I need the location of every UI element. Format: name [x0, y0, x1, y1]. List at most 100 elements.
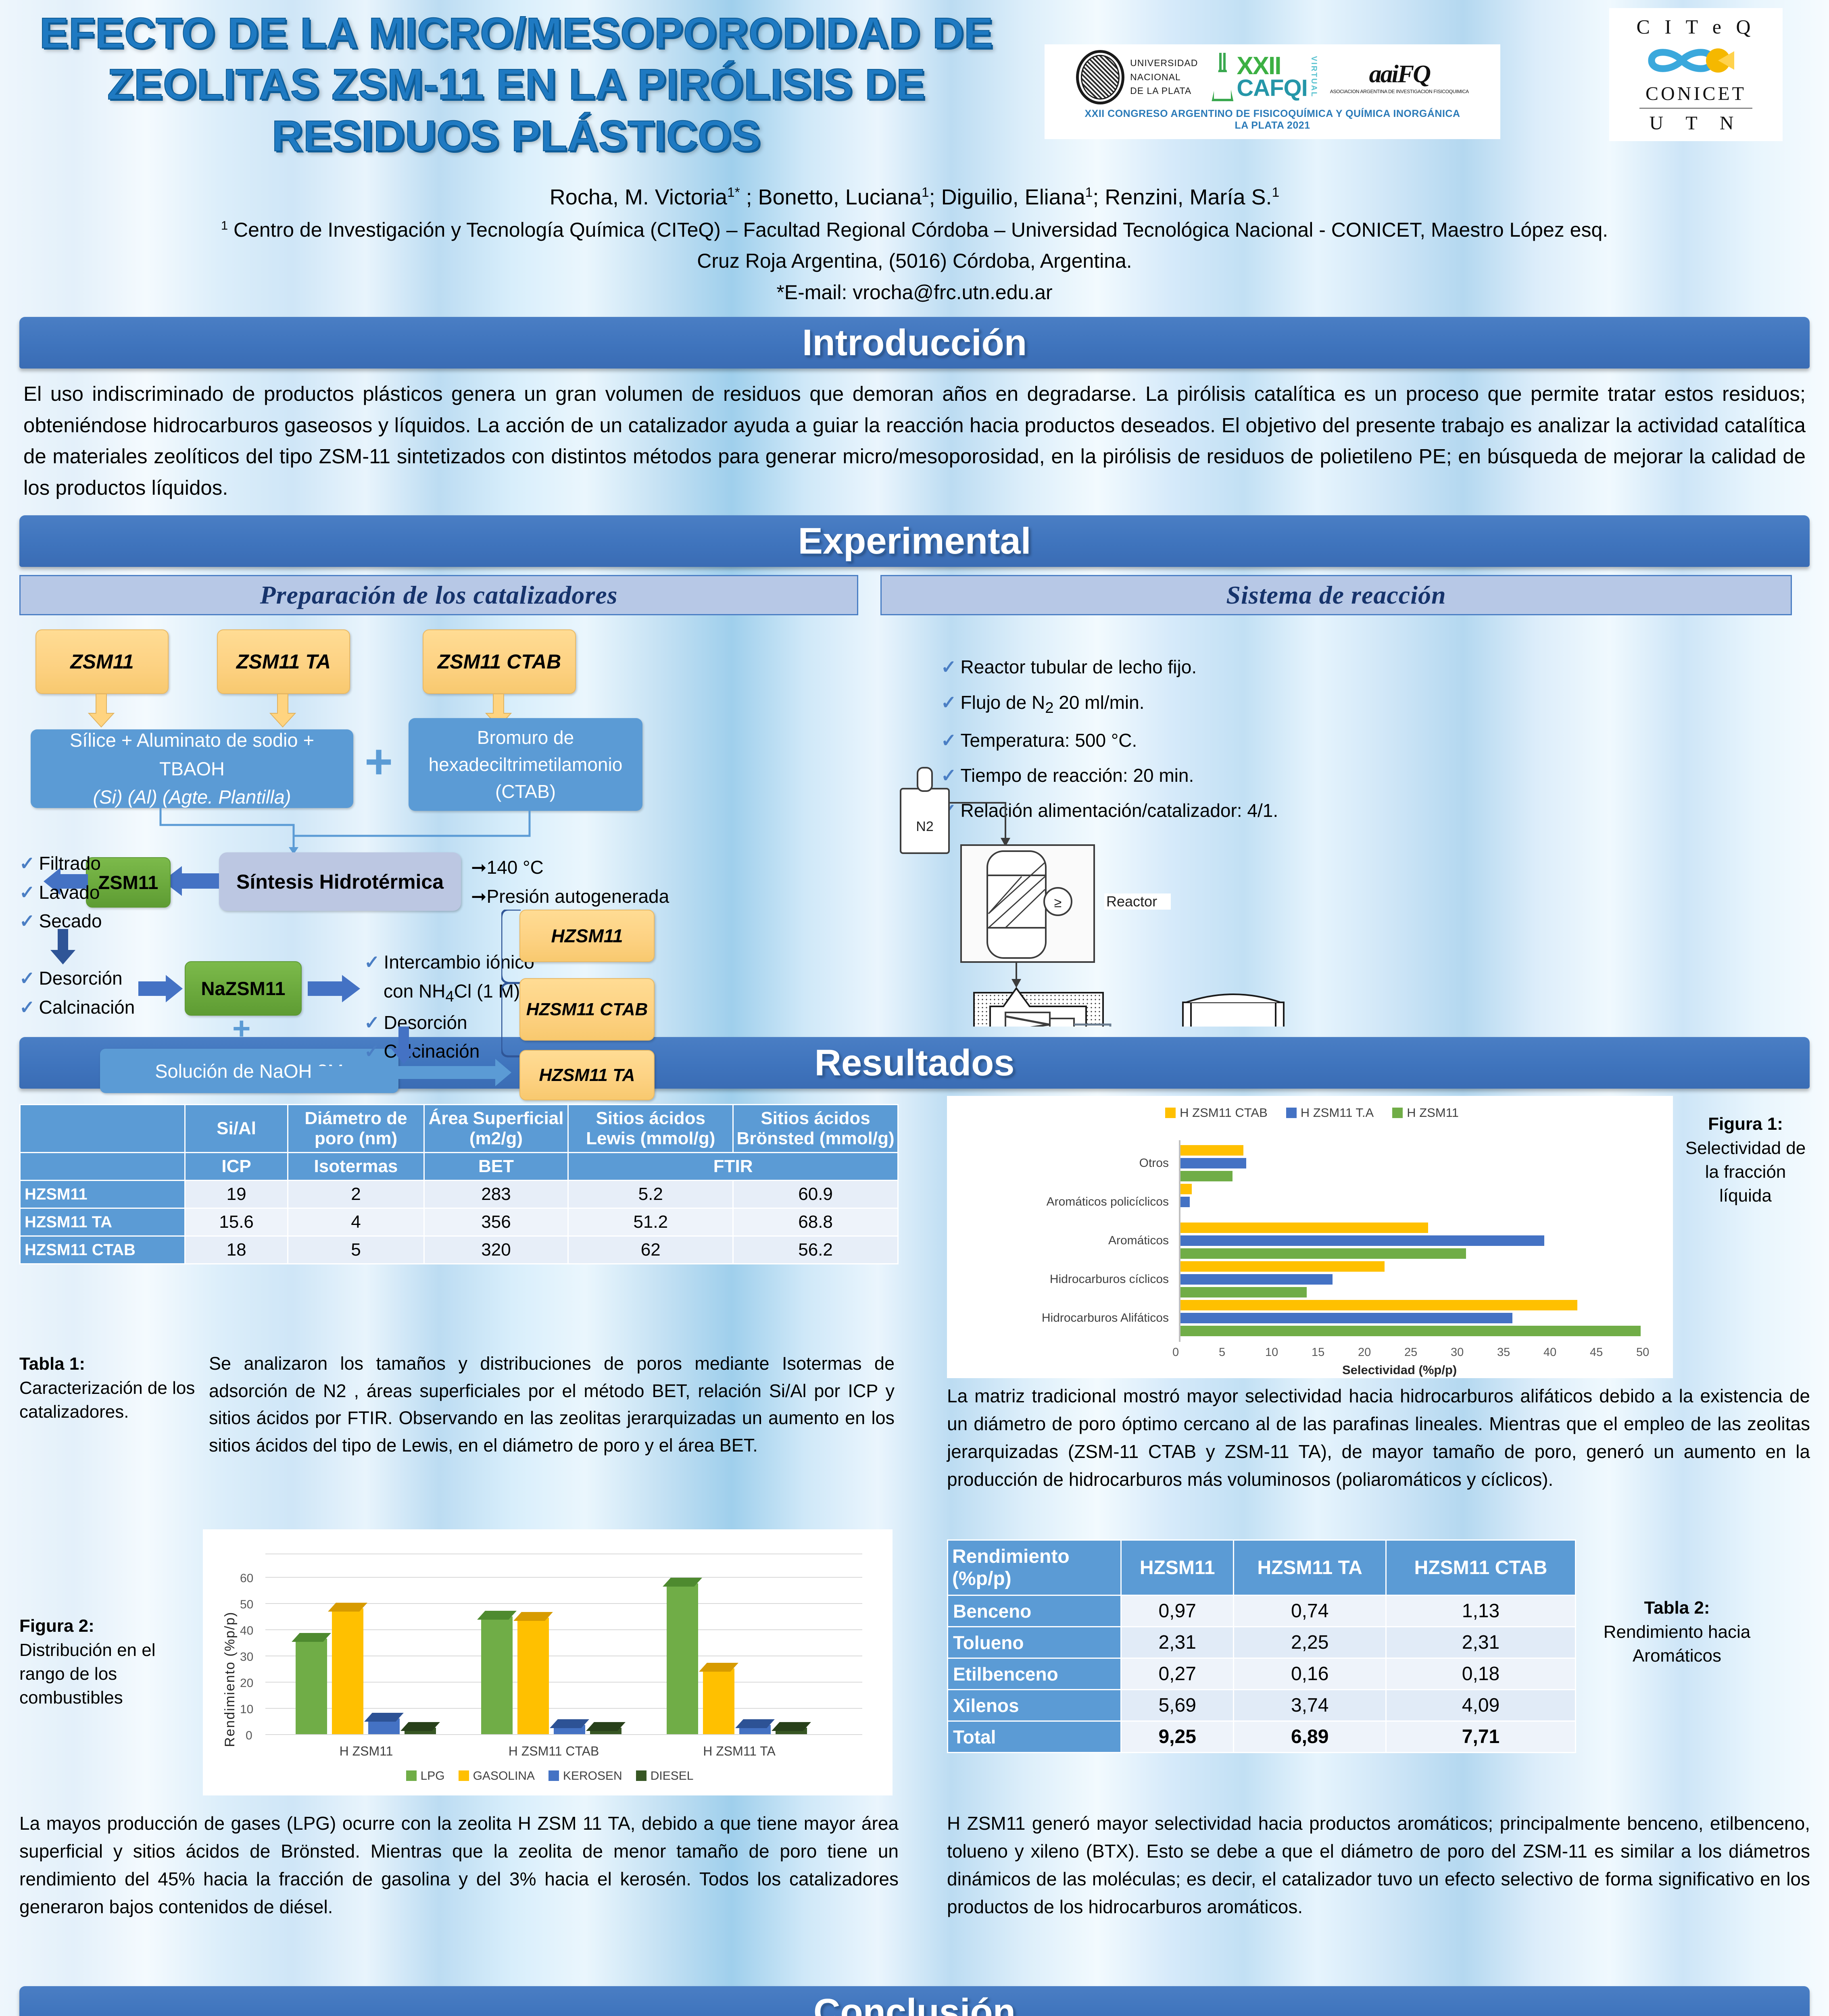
congress-title-line-1: XXII CONGRESO ARGENTINO DE FISICOQUÍMICA… — [1084, 108, 1460, 119]
svg-text:Reactor: Reactor — [1106, 893, 1157, 910]
cell: 60.9 — [732, 1180, 899, 1209]
f1-bar-alif-ctab — [1180, 1300, 1577, 1311]
subsection-banner-sistema: Sistema de reacción — [880, 575, 1792, 616]
f1-bar-otros-ctab — [1180, 1145, 1243, 1156]
author-list: Rocha, M. Victoria1* ; Bonetto, Luciana1… — [549, 185, 1280, 209]
ctab-line-3: (CTAB) — [495, 781, 556, 802]
f2-xcat-hzsm11: H ZSM11 — [339, 1744, 393, 1759]
arrow-left-to-steps-icon — [44, 868, 88, 896]
f1-cat-ciclicos: Hidrocarburos cíclicos — [1049, 1272, 1169, 1286]
cafqi-logo-text: XXII CAFQI — [1237, 53, 1308, 100]
table-row: HZSM11 CTAB 18 5 320 62 56.2 — [19, 1235, 899, 1265]
f1-xtick-10: 10 — [1265, 1346, 1278, 1359]
catalyst-preparation-panel: Preparación de los catalizadores ZSM11 Z… — [19, 575, 858, 1101]
condition-temperature: ➞140 °C — [471, 857, 544, 878]
f1-bar-arom-ctab — [1180, 1223, 1428, 1233]
f1-bar-otros-ta — [1180, 1158, 1246, 1169]
cell: 7,71 — [1385, 1720, 1576, 1754]
figura-2-description: La mayos producción de gases (LPG) ocurr… — [19, 1813, 899, 1918]
plus-sign-icon: + — [365, 735, 393, 789]
f2-gridline — [265, 1682, 862, 1683]
steps-list-left-2: ✓ Desorción ✓ Calcinación — [19, 964, 135, 1022]
arrow-down-to-ta-icon — [391, 1027, 416, 1064]
table-header-row-2: ICP Isotermas BET FTIR — [19, 1152, 899, 1181]
row-label-etilbenceno: Etilbenceno — [947, 1658, 1122, 1691]
row-label-total: Total — [947, 1720, 1122, 1754]
f1-bar-poli-ta — [1180, 1197, 1190, 1208]
cell: 0,74 — [1233, 1595, 1387, 1628]
congress-logo-block: UNIVERSIDAD NACIONAL DE LA PLATA XXII CA… — [1045, 44, 1500, 139]
cell: 2 — [287, 1180, 425, 1209]
th-hzsm11-ta: HZSM11 TA — [1233, 1539, 1387, 1596]
table-row: HZSM11 19 2 283 5.2 60.9 — [19, 1180, 899, 1209]
figura-1-caption-text: Selectividad de la fracción líquida — [1685, 1138, 1806, 1206]
ctab-line-1: Bromuro de — [477, 727, 574, 748]
f1-xtick-20: 20 — [1358, 1346, 1371, 1359]
f1-xtick-30: 30 — [1451, 1346, 1464, 1359]
f2-bar-lpg-g1 — [292, 1633, 331, 1735]
f2-bar-diesel-g1 — [400, 1722, 440, 1735]
node-hzsm11-ctab: HZSM11 CTAB — [519, 978, 655, 1041]
figura-2-caption: Figura 2: Distribución en el rango de lo… — [19, 1614, 189, 1710]
infinity-icon — [1648, 48, 1734, 73]
step-intercambio-ionico: ✓ Intercambio iónico — [364, 952, 534, 973]
cell: 19 — [184, 1180, 289, 1209]
step-filtrado: ✓ Filtrado — [19, 853, 101, 874]
condition-pressure: ➞Presión autogenerada — [471, 885, 669, 907]
cell: 5.2 — [567, 1180, 734, 1209]
f2-ytick-50: 50 — [240, 1598, 254, 1612]
section-title-resultados: Resultados — [814, 1042, 1015, 1083]
subsection-title-sistema: Sistema de reacción — [1226, 581, 1446, 610]
f2-y-axis-title: Rendimiento (%p/p) — [222, 1611, 238, 1747]
step-desorcion: ✓ Desorción — [19, 968, 123, 989]
affiliation-line-1: 1 Centro de Investigación y Tecnología Q… — [221, 218, 1608, 241]
utn-wordmark: U T N — [1649, 112, 1743, 134]
unlp-line-2: NACIONAL — [1130, 71, 1181, 82]
legend-item-kerosen: KEROSEN — [548, 1769, 622, 1783]
affiliation-line-2: Cruz Roja Argentina, (5016) Córdoba, Arg… — [697, 250, 1132, 273]
citeq-wordmark: C I T e Q — [1636, 15, 1756, 38]
plus-sign-naoh-icon: + — [232, 1010, 251, 1046]
th-ftir: FTIR — [567, 1152, 899, 1181]
subsection-banner-preparacion: Preparación de los catalizadores — [19, 575, 858, 616]
tabla-1-caption-label: Tabla 1: — [19, 1354, 86, 1374]
node-nazsm11: NaZSM11 — [185, 961, 302, 1016]
node-precursors: Sílice + Aluminato de sodio + TBAOH (Si)… — [31, 729, 353, 808]
row-label-benceno: Benceno — [947, 1595, 1122, 1628]
f2-gridline — [265, 1734, 862, 1735]
aaifq-mark: aaiFQ — [1369, 60, 1431, 88]
legend-item-zsm11: H ZSM11 — [1392, 1106, 1459, 1120]
cell: 9,25 — [1120, 1720, 1235, 1754]
f2-bar-lpg-g3 — [663, 1578, 702, 1735]
figura-2-chart: Rendimiento (%p/p) 60 50 40 30 20 10 0 — [203, 1529, 893, 1796]
f1-cat-aromaticos: Aromáticos — [1108, 1234, 1169, 1248]
table-row: Xilenos 5,69 3,74 4,09 — [947, 1689, 1576, 1722]
f1-xtick-50: 50 — [1636, 1346, 1650, 1359]
table-row: Benceno 0,97 0,74 1,13 — [947, 1595, 1576, 1628]
cell: 68.8 — [732, 1208, 899, 1237]
poster-header: EFECTO DE LA MICRO/MESOPORODIDAD DE ZEOL… — [0, 0, 1829, 173]
th-hzsm11-ctab: HZSM11 CTAB — [1385, 1539, 1576, 1596]
node-hzsm11: HZSM11 — [519, 910, 655, 962]
arrow-down-zsm11-icon — [88, 694, 115, 728]
steps-list-right: ✓ Intercambio iónico con NH4Cl (1 M) ✓ Des… — [364, 948, 590, 1066]
f2-gridline — [265, 1577, 862, 1578]
table-row: Total 9,25 6,89 7,71 — [947, 1720, 1576, 1754]
cell: 2,25 — [1233, 1626, 1387, 1659]
tabla-1: Si/Al Diámetro de poro (nm) Área Superfi… — [19, 1104, 899, 1265]
figura-2-legend: LPG GASOLINA KEROSEN DIESEL — [308, 1769, 792, 1783]
tabla-2-caption-text: Rendimiento hacia Aromáticos — [1603, 1622, 1751, 1666]
th-bet: BET — [423, 1152, 569, 1181]
cell: 62 — [567, 1235, 734, 1265]
rx-cond-3: ✓ Tiempo de reacción: 20 min. — [941, 765, 1194, 786]
f1-y-axis — [1179, 1140, 1180, 1342]
connector-lines-to-synthesis — [159, 807, 531, 854]
f2-bar-kerosen-g3 — [735, 1719, 775, 1735]
aaifq-subtitle: ASOCIACION ARGENTINA DE INVESTIGACION FI… — [1330, 88, 1469, 94]
section-title-experimental: Experimental — [798, 520, 1031, 562]
f1-bar-cicl-zsm11 — [1180, 1287, 1307, 1298]
f2-gridline — [265, 1629, 862, 1631]
rx-cond-2: ✓ Temperatura: 500 °C. — [941, 729, 1137, 751]
cell: 18 — [184, 1235, 289, 1265]
unlp-seal-icon — [1076, 50, 1125, 104]
